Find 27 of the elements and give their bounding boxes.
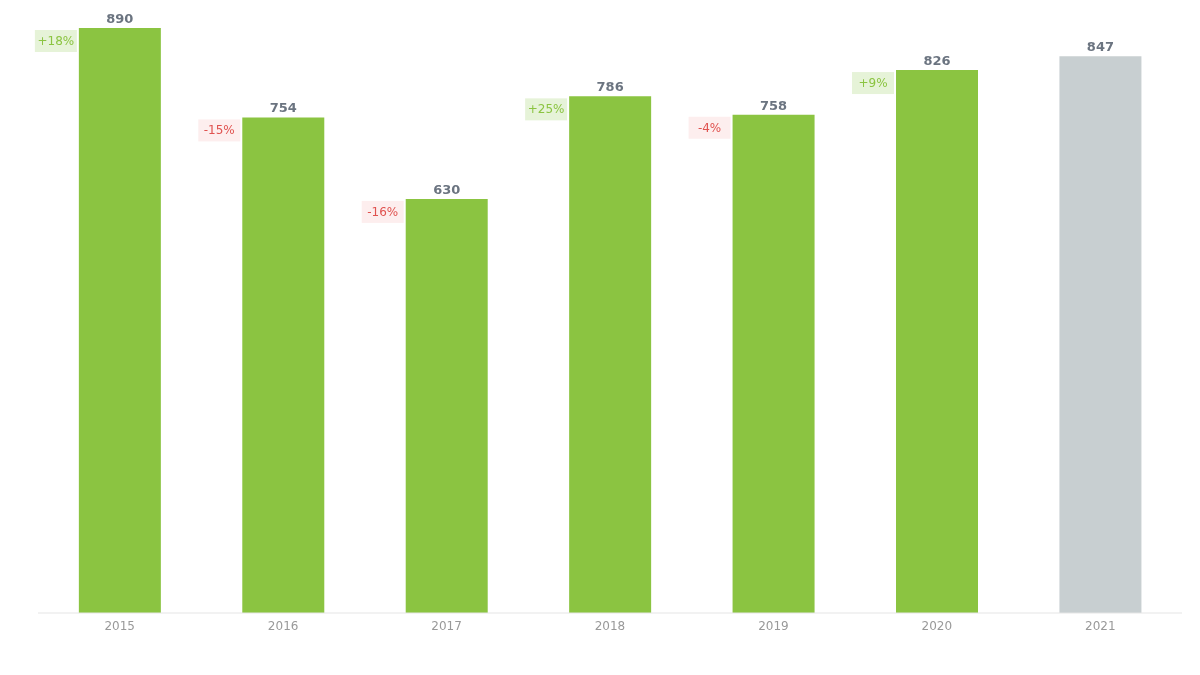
bar [1059, 56, 1142, 613]
bar [569, 96, 652, 613]
data-label: 890 [106, 11, 134, 26]
annotation: +18% [37, 34, 75, 48]
bar [405, 198, 488, 613]
annotation: +9% [858, 76, 888, 91]
annotation: -16% [367, 204, 399, 219]
bar [732, 114, 815, 613]
x-tick-label: 2018 [594, 618, 626, 633]
x-tick-label: 2021 [1085, 618, 1116, 633]
data-label: 754 [269, 100, 297, 116]
annotation: +25% [527, 102, 565, 117]
data-label: 847 [1086, 39, 1114, 55]
x-tick-label: 2016 [267, 618, 299, 633]
x-tick-label: 2017 [431, 618, 462, 633]
bar [242, 117, 325, 613]
annotation: -15% [203, 123, 235, 138]
x-tick-label: 2020 [921, 618, 953, 633]
x-tick-label: 2015 [104, 618, 135, 633]
bar [78, 28, 161, 613]
bar [896, 70, 978, 613]
data-label: 786 [596, 79, 624, 95]
data-label: 826 [923, 53, 951, 69]
x-tick-label: 2019 [758, 618, 789, 633]
data-label: 630 [433, 181, 461, 197]
annotation: -4% [697, 120, 722, 135]
data-label: 758 [760, 97, 788, 113]
